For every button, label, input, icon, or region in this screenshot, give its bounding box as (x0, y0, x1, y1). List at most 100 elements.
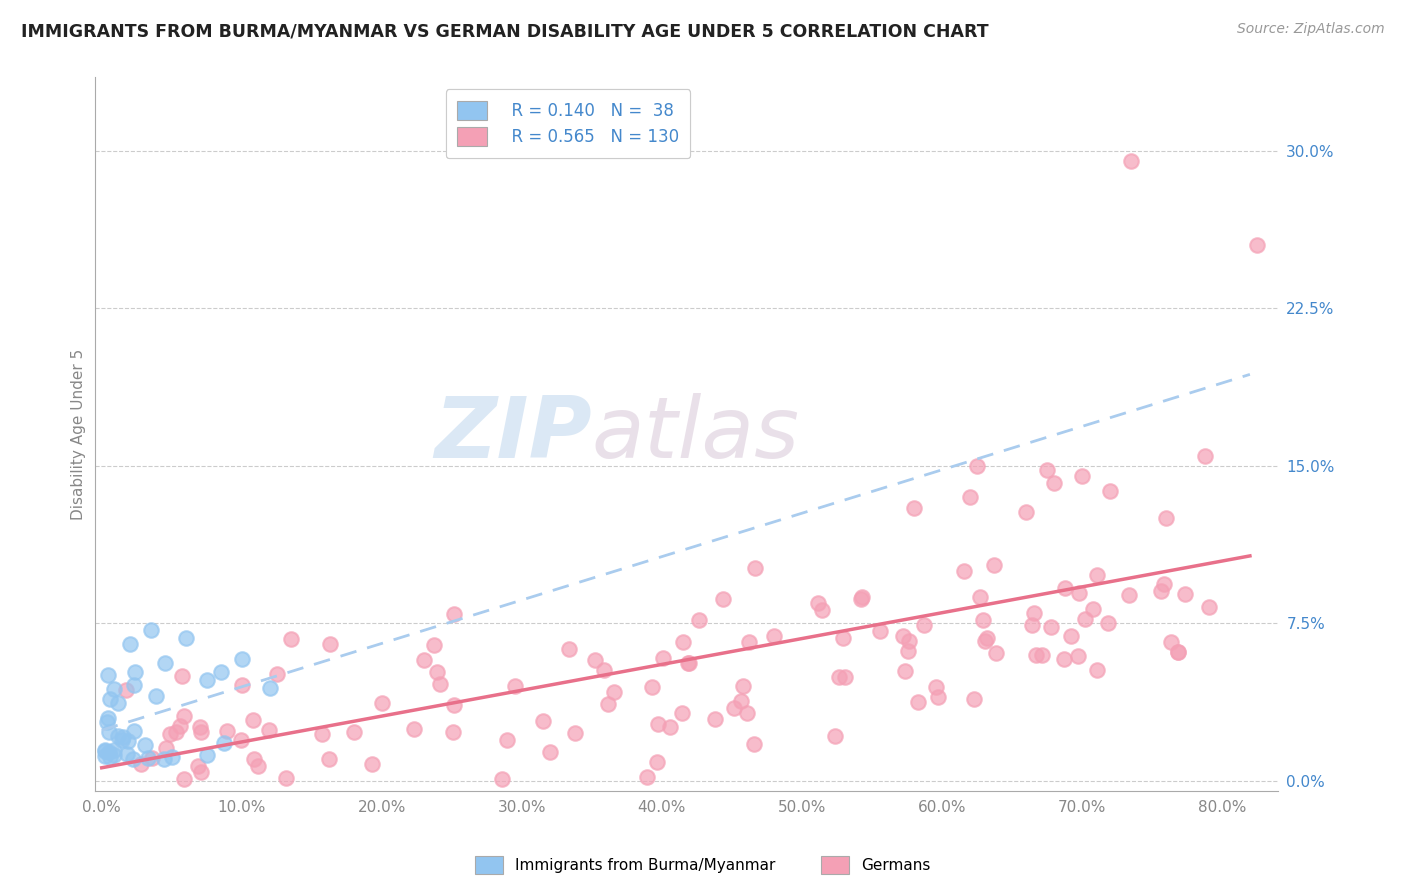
Point (831, 632, 853, 646)
Point (903, 500, 925, 515)
Point (190, 725, 212, 739)
Point (229, 733, 252, 747)
Point (738, 634, 761, 648)
Point (1246, 238, 1268, 252)
Point (851, 590, 873, 604)
Point (636, 771, 658, 785)
Point (711, 591, 734, 606)
Point (894, 664, 917, 678)
Point (160, 750, 183, 764)
Text: Source: ZipAtlas.com: Source: ZipAtlas.com (1237, 22, 1385, 37)
Point (1085, 568, 1108, 582)
Point (1118, 588, 1140, 602)
Point (319, 637, 342, 651)
Point (730, 694, 752, 708)
Point (195, 673, 218, 687)
Point (1081, 602, 1104, 616)
Point (640, 680, 662, 694)
Point (153, 752, 176, 766)
Point (912, 618, 935, 632)
Point (242, 714, 264, 728)
Point (1036, 463, 1059, 477)
Point (107, 696, 129, 710)
Point (603, 685, 626, 699)
Point (214, 735, 236, 749)
Point (115, 682, 138, 697)
Point (169, 719, 191, 733)
Point (742, 737, 765, 751)
Point (443, 607, 465, 621)
Point (907, 695, 929, 709)
Point (103, 743, 125, 757)
Point (153, 656, 176, 670)
Point (678, 656, 700, 670)
Point (538, 745, 561, 759)
Point (1153, 576, 1175, 591)
Point (136, 751, 159, 765)
Legend:   R = 0.140   N =  38,   R = 0.565   N = 130: R = 0.140 N = 38, R = 0.565 N = 130 (446, 89, 690, 158)
Point (170, 669, 193, 683)
Point (402, 722, 425, 736)
Point (1194, 450, 1216, 464)
Point (215, 724, 238, 739)
Point (360, 757, 382, 772)
Point (371, 696, 394, 710)
Point (98, 692, 121, 706)
Point (139, 623, 162, 637)
Point (117, 734, 139, 748)
Point (1098, 483, 1121, 498)
Point (983, 558, 1005, 572)
Point (1174, 587, 1197, 601)
Point (1074, 612, 1097, 626)
Point (834, 670, 856, 684)
Point (412, 653, 434, 667)
Point (652, 651, 675, 665)
Point (443, 698, 465, 713)
Point (659, 720, 682, 734)
Point (257, 723, 280, 737)
Point (564, 725, 586, 739)
Point (671, 706, 693, 720)
Point (672, 635, 695, 649)
Point (190, 720, 212, 734)
Point (688, 613, 710, 627)
Point (209, 665, 232, 679)
Point (1025, 648, 1047, 662)
Point (112, 730, 135, 744)
Point (141, 751, 163, 765)
Point (318, 752, 340, 766)
Point (1085, 663, 1108, 677)
Point (107, 729, 129, 743)
Point (496, 732, 519, 747)
Text: IMMIGRANTS FROM BURMA/MYANMAR VS GERMAN DISABILITY AGE UNDER 5 CORRELATION CHART: IMMIGRANTS FROM BURMA/MYANMAR VS GERMAN … (21, 22, 988, 40)
Point (115, 747, 138, 762)
Point (1150, 583, 1173, 598)
Point (423, 638, 446, 652)
Point (124, 665, 146, 679)
Point (96, 715, 118, 730)
Point (97, 725, 120, 739)
Point (93, 749, 115, 764)
Point (976, 631, 998, 645)
Point (145, 689, 167, 703)
Point (731, 679, 754, 693)
Point (869, 624, 891, 638)
Point (925, 680, 948, 694)
Point (1021, 617, 1043, 632)
Point (953, 565, 976, 579)
Point (155, 741, 177, 756)
Text: ZIP: ZIP (434, 392, 592, 475)
Point (97, 745, 120, 759)
Point (103, 747, 125, 762)
Point (1014, 505, 1036, 519)
Point (959, 491, 981, 505)
Point (122, 723, 145, 738)
Point (187, 759, 209, 773)
Point (1069, 586, 1091, 600)
Point (1167, 645, 1189, 659)
Point (762, 628, 785, 642)
Point (735, 706, 758, 721)
Point (1024, 606, 1046, 620)
Point (429, 676, 451, 690)
Point (173, 709, 195, 723)
